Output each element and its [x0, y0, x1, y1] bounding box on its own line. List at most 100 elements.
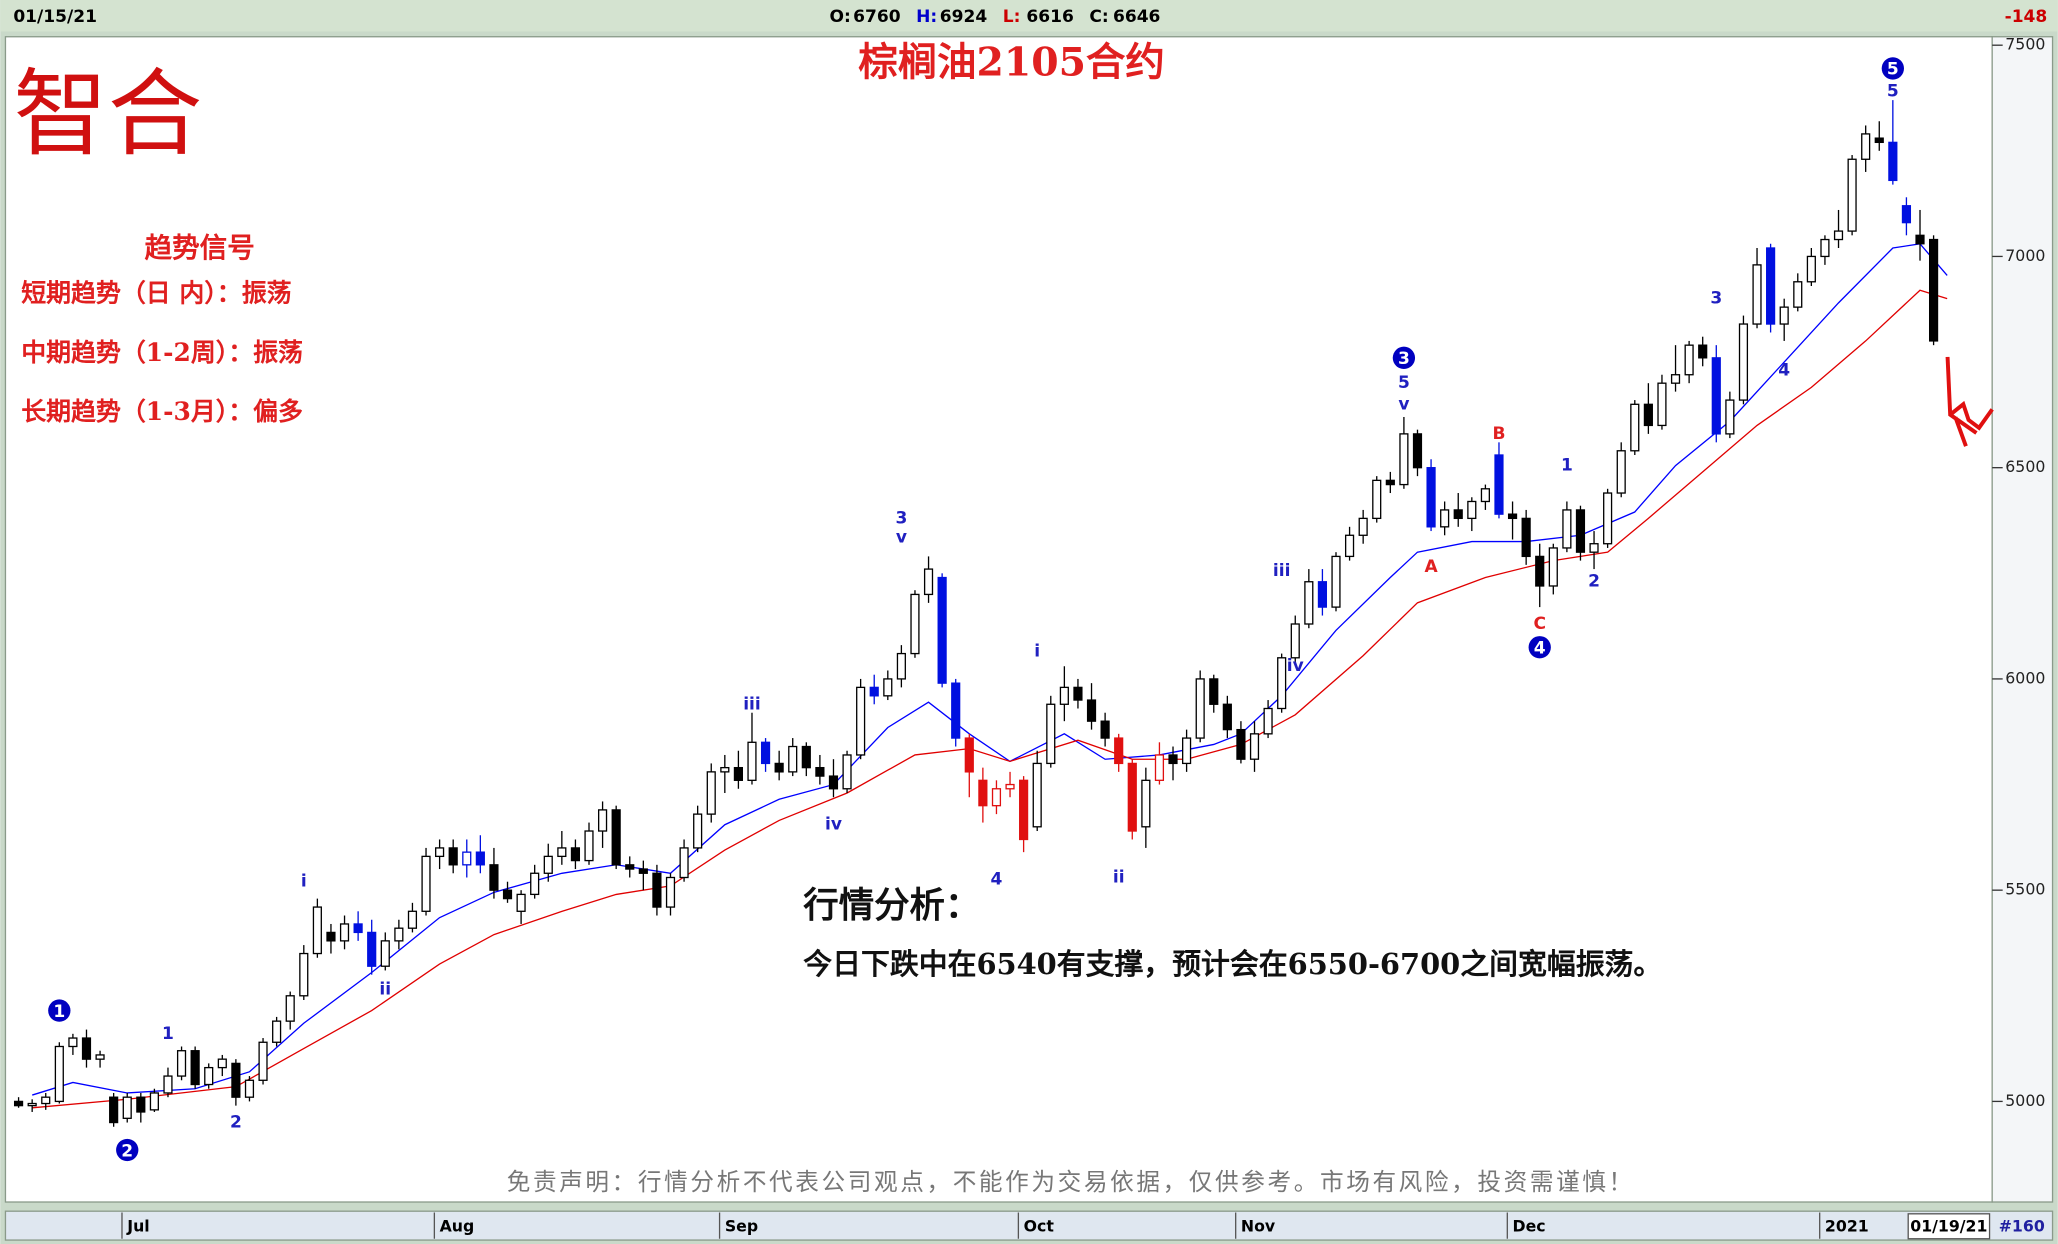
candle-body — [652, 872, 662, 908]
candle-body — [1304, 581, 1314, 625]
quote-label: L: — [1003, 7, 1021, 27]
candle-body — [353, 923, 363, 934]
wave-label: v — [1398, 394, 1409, 414]
chart-layer: 5000 5500 6000 6500 7000 7500 Jul Aug Sep Oct Nov D… — [13, 35, 2045, 1239]
candle-body — [1752, 264, 1762, 325]
candle-body — [81, 1037, 92, 1060]
price-axis — [1991, 36, 2054, 1203]
candle-body — [1779, 306, 1789, 325]
candle-body — [435, 847, 445, 858]
y-tick-label: 7000 — [2005, 246, 2045, 265]
projection-arrow — [1945, 356, 1994, 447]
y-tick-label: 5500 — [2005, 880, 2045, 899]
candle-body — [258, 1041, 268, 1081]
candle-body — [788, 745, 798, 773]
candle-body — [1480, 488, 1490, 503]
wave-circle — [116, 1138, 139, 1162]
candle-body — [394, 927, 404, 942]
candle-body — [625, 864, 635, 870]
x-tick-label: Aug — [440, 1216, 475, 1235]
candle-body — [1358, 517, 1368, 536]
quote-label: H: — [916, 7, 937, 27]
candle-body — [1236, 728, 1246, 760]
candle-body — [41, 1096, 51, 1105]
wave-label: 4 — [1778, 361, 1790, 381]
x-tick-label: Nov — [1241, 1216, 1276, 1235]
header-change: -148 — [2005, 7, 2048, 27]
top-bar — [0, 0, 2058, 32]
candle-body — [1575, 509, 1586, 553]
candle-body — [1616, 450, 1626, 494]
candle-body — [1317, 581, 1328, 608]
signal-item: 短期趋势（日 内）：振荡 — [21, 279, 291, 308]
candle-body — [1372, 479, 1382, 520]
candle-body — [13, 1100, 24, 1107]
candle-body — [95, 1054, 105, 1060]
candle-body — [190, 1050, 200, 1086]
disclaimer: 免责声明：行情分析不代表公司观点，不能作为交易依据，仅供参考。市场有风险，投资需… — [507, 1168, 1635, 1196]
x-tick-label: Oct — [1024, 1216, 1055, 1235]
candle-body — [530, 872, 540, 896]
candle-body — [720, 766, 730, 773]
candle-body — [1535, 555, 1545, 587]
candle-body — [54, 1045, 64, 1103]
signal-item: 中期趋势（1-2周）：振荡 — [21, 338, 303, 367]
candle-body — [679, 847, 689, 879]
candle-body — [1277, 657, 1287, 710]
candle-body — [693, 813, 703, 849]
x-tick-label: 2021 — [1825, 1216, 1869, 1235]
candle-body — [1019, 779, 1029, 841]
x-tick-label: Jul — [126, 1216, 149, 1235]
wave-label: iii — [743, 694, 761, 714]
analysis-text: 今日下跌中在6540有支撑，预计会在6550-6700之间宽幅振荡。 — [803, 947, 1662, 981]
candle-body — [1412, 433, 1423, 469]
wave-label: 2 — [1588, 572, 1600, 592]
candle-body — [611, 809, 621, 866]
candle-body — [339, 923, 350, 942]
candle-body — [1385, 479, 1395, 486]
candle-body — [1059, 686, 1069, 705]
candle-body — [136, 1096, 146, 1113]
quote-value: 6616 — [1026, 7, 1073, 27]
quote-value: 6924 — [940, 7, 988, 27]
candle-body — [1888, 141, 1898, 182]
candle-body — [312, 906, 322, 955]
candle-body — [299, 952, 309, 997]
candle-body — [1154, 754, 1165, 781]
candle-body — [801, 745, 811, 769]
candle-body — [1046, 703, 1056, 765]
candle-body — [231, 1062, 241, 1098]
candle-body — [1100, 720, 1110, 739]
candle-body — [1861, 133, 1871, 160]
wave-label: 4 — [1534, 639, 1546, 659]
candle-body — [1344, 534, 1355, 558]
y-tick-label: 6000 — [2005, 668, 2045, 687]
candle-body — [285, 995, 295, 1022]
moving-average — [32, 243, 1948, 1096]
candle-body — [489, 864, 499, 891]
candle-body — [1874, 137, 1884, 144]
candle-body — [1766, 247, 1776, 325]
candle-body — [828, 775, 839, 790]
candle-body — [1141, 779, 1151, 828]
footer-date-box — [1907, 1213, 1991, 1240]
moving-average — [32, 289, 1948, 1109]
candle-body — [1005, 783, 1015, 790]
candle-body — [1209, 678, 1219, 705]
candle-body — [1426, 467, 1436, 528]
candle-body — [163, 1075, 173, 1094]
candle-body — [597, 809, 608, 832]
candle-body — [1453, 509, 1463, 520]
candle-body — [1670, 374, 1681, 384]
candle-body — [570, 847, 581, 862]
candle-body — [557, 847, 567, 858]
candle-body — [1263, 707, 1273, 735]
wave-label: C — [1533, 614, 1546, 634]
candle-body — [462, 851, 472, 866]
wave-label: B — [1492, 424, 1505, 444]
wave-label: i — [1034, 641, 1040, 661]
candle-body — [964, 737, 974, 773]
candle-body — [991, 788, 1002, 807]
candle-body — [937, 576, 947, 684]
candle-body — [883, 678, 893, 697]
